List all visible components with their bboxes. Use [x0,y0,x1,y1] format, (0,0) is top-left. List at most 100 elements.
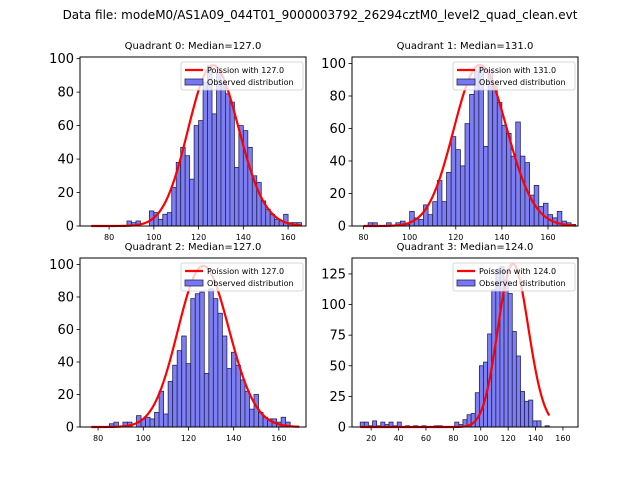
x-tick-label: 160 [555,434,570,443]
histogram-bar [249,408,255,428]
histogram-bar [184,155,191,227]
x-tick-label: 80 [93,434,103,443]
y-tick-label: 0 [66,220,74,235]
histogram-bar [166,212,173,227]
legend-label-observed: Observed distribution [207,78,294,87]
histogram-bar [221,335,228,428]
histogram-bar [212,298,219,428]
histogram-bar [515,355,521,428]
histogram-bar [176,350,183,428]
histogram-bar [198,120,204,227]
histogram-bar [427,214,434,227]
histogram-bar [194,293,201,428]
histogram-bar [189,178,195,227]
x-tick-label: 60 [421,434,431,443]
histogram-bar [171,187,177,227]
histogram-bar [202,81,208,227]
axes-frame [351,257,579,428]
histogram-bar [538,206,544,227]
histogram-bar [244,390,250,428]
histogram-bar [149,418,155,428]
legend-bar-swatch [184,279,204,287]
histogram-bar [235,364,241,428]
legend: Poission with 127.0 Observed distribution [180,262,304,292]
histogram-bar [158,390,165,428]
legend: Poission with 131.0 Observed distribution [452,61,576,91]
x-tick-label: 160 [280,233,295,242]
histogram-bar [274,218,280,227]
histogram-bar [163,413,169,428]
x-tick-label: 140 [528,434,543,443]
subplot-quadrant-0: Quadrant 0: Median=127.0 0 20 40 60 80 100 80 10… [49,41,307,242]
histogram-bar [459,165,466,227]
subplot-quadrant-3: Quadrant 3: Median=124.0 0 25 50 75 100 125 20 4… [321,242,579,443]
legend-box [180,61,304,91]
y-tick-label: 80 [57,86,74,101]
histogram-bar [193,125,199,227]
histogram-bar [483,145,489,227]
subplot-title: Quadrant 1: Median=131.0 [397,41,534,52]
y-tick-label: 40 [57,356,74,371]
axes-frame [79,56,307,227]
histogram-bar [283,213,289,227]
y-tick-label: 100 [49,258,74,273]
y-tick-label: 20 [329,187,346,202]
histogram-bar [229,101,235,227]
y-tick-label: 125 [321,267,346,282]
histogram-bar [469,93,475,227]
x-tick-label: 140 [236,233,251,242]
histogram-bar [441,201,447,227]
legend-label-observed: Observed distribution [479,279,566,288]
histogram-bar [208,288,214,428]
histogram-bar [501,124,507,227]
legend: Poission with 124.0 Observed distribution [452,262,576,292]
y-tick-label: 100 [49,52,74,67]
y-tick-label: 80 [57,291,74,306]
histogram-bar [446,171,452,227]
histogram-bar [487,69,494,227]
y-tick-label: 0 [338,220,346,235]
x-tick-label: 140 [494,233,509,242]
histogram-bar [455,149,461,227]
histogram-bar [154,411,160,428]
x-tick-label: 80 [358,233,368,242]
legend-box [452,262,576,292]
x-tick-label: 80 [104,233,114,242]
x-tick-label: 160 [540,233,555,242]
legend-label-observed: Observed distribution [479,78,566,87]
histogram-bar [172,364,178,428]
histogram-bar [145,416,151,428]
legend-box [452,61,576,91]
histogram-bar [432,201,438,227]
x-tick-label: 140 [226,434,241,443]
histogram-bar [225,93,231,227]
y-tick-label: 60 [57,323,74,338]
subplot-quadrant-1: Quadrant 1: Median=131.0 0 20 40 60 80 100 80 10… [321,41,579,242]
histogram-bar [233,167,240,227]
x-tick-label: 100 [473,434,488,443]
y-tick-label: 60 [57,119,74,134]
histogram-bar [478,66,484,227]
histogram-bar [492,85,498,227]
y-tick-label: 20 [57,186,74,201]
x-tick-label: 120 [181,434,196,443]
histogram-bar [418,219,424,227]
histogram-bar [507,293,513,428]
histogram-bar [231,351,237,428]
y-tick-label: 50 [329,359,346,374]
y-tick-label: 100 [321,298,346,313]
histogram-bar [496,102,503,227]
histogram-bar [226,368,232,428]
y-tick-label: 80 [329,90,346,105]
histogram-bar [190,298,196,428]
figure-title: Data file: modeM0/AS1A09_044T01_90000037… [62,8,578,22]
histogram-bar [185,363,192,428]
x-tick-label: 100 [402,233,417,242]
legend-label-observed: Observed distribution [207,279,294,288]
histogram-bar [211,113,217,227]
histogram-bar [240,379,246,428]
histogram-bar [510,155,517,227]
x-tick-label: 80 [448,434,458,443]
x-tick-label: 100 [136,434,151,443]
histogram-bar [217,312,223,428]
